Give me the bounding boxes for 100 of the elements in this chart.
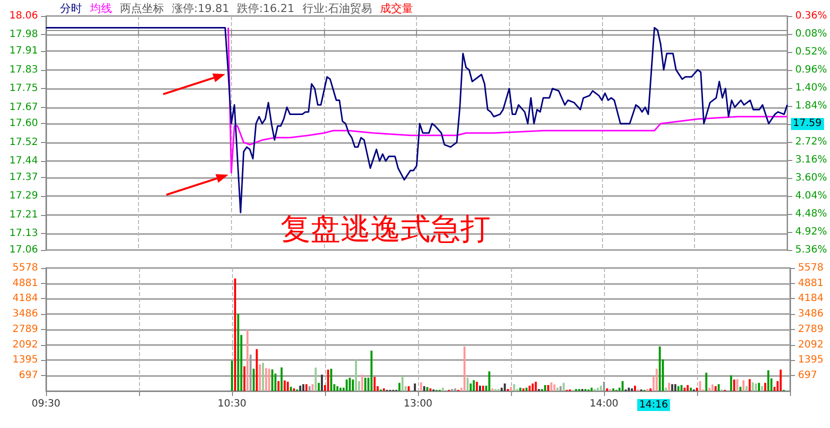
y-tick-label: 17.91 bbox=[9, 46, 38, 57]
bar bbox=[280, 367, 283, 391]
y-tick-label: 2789 bbox=[12, 324, 38, 335]
y2-tick-label: 4.48% bbox=[795, 208, 828, 220]
bar bbox=[730, 375, 732, 391]
bar bbox=[736, 379, 738, 391]
y-tick-label: 17.83 bbox=[9, 64, 38, 76]
bar bbox=[562, 382, 565, 391]
bar bbox=[237, 314, 240, 391]
bar bbox=[423, 386, 426, 391]
bar bbox=[488, 371, 490, 391]
y2-tick-label: 1.40% bbox=[795, 82, 828, 94]
y-tick-label: 5578 bbox=[12, 262, 38, 274]
y2-tick-label: 2789 bbox=[798, 324, 824, 335]
y2-tick-label: 0.96% bbox=[795, 64, 828, 76]
bar bbox=[550, 382, 552, 391]
bar bbox=[500, 388, 503, 391]
bar bbox=[258, 364, 261, 391]
y2-tick-label: 0.52% bbox=[795, 46, 828, 58]
y-tick-label: 17.13 bbox=[9, 228, 38, 240]
bar bbox=[590, 388, 593, 391]
bar bbox=[761, 386, 764, 391]
bar bbox=[246, 330, 248, 391]
bar bbox=[767, 370, 770, 391]
bar bbox=[312, 384, 314, 391]
bar bbox=[748, 379, 751, 391]
series-label: 分时 bbox=[60, 1, 82, 15]
bar bbox=[510, 386, 512, 391]
bar bbox=[479, 386, 481, 391]
bar bbox=[758, 382, 760, 391]
bar bbox=[234, 278, 236, 391]
text: 两点坐标 bbox=[120, 1, 164, 15]
bar bbox=[532, 384, 534, 391]
bar bbox=[665, 388, 667, 391]
y-tick-label: 17.29 bbox=[9, 190, 38, 202]
text: 17.59 bbox=[791, 118, 824, 130]
bar bbox=[708, 388, 710, 391]
y-tick-label: 17.60 bbox=[9, 118, 38, 130]
bar bbox=[290, 386, 292, 391]
x-tick-label: 14:00 bbox=[590, 398, 618, 410]
bar bbox=[472, 380, 475, 391]
bar bbox=[526, 388, 528, 391]
bar bbox=[656, 368, 658, 391]
bar bbox=[606, 388, 608, 391]
bar bbox=[671, 384, 674, 391]
bar bbox=[513, 384, 516, 391]
bar bbox=[420, 382, 422, 391]
bar bbox=[712, 384, 714, 391]
bar bbox=[622, 381, 624, 391]
bar bbox=[454, 388, 456, 391]
y-tick-label: 17.06 bbox=[9, 244, 38, 256]
bar bbox=[364, 378, 366, 391]
bar bbox=[547, 385, 550, 391]
bar bbox=[305, 384, 308, 391]
y-tick-label: 3486 bbox=[12, 308, 38, 320]
bar bbox=[476, 382, 478, 391]
bar bbox=[553, 384, 556, 391]
bar bbox=[674, 384, 676, 391]
bar bbox=[308, 386, 310, 391]
annotation: 复盘逃逸式急打 bbox=[280, 210, 491, 249]
bar bbox=[677, 386, 680, 391]
y2-tick-label: 4184 bbox=[798, 293, 824, 304]
text: 行业:石油贸易 bbox=[302, 1, 372, 15]
bar bbox=[634, 386, 636, 391]
y-tick-label: 18.06 bbox=[9, 10, 38, 22]
bar bbox=[528, 386, 531, 391]
bar bbox=[268, 368, 270, 391]
text: 涨停:19.81 bbox=[172, 1, 230, 15]
x-tick-label: 13:00 bbox=[404, 398, 432, 410]
bar bbox=[330, 368, 332, 391]
bar bbox=[733, 380, 736, 391]
y-tick-label: 4881 bbox=[12, 278, 38, 289]
bar bbox=[318, 382, 320, 391]
y2-tick-label: 0.36% bbox=[795, 10, 828, 22]
bar bbox=[684, 388, 686, 391]
bar bbox=[402, 376, 404, 391]
bar bbox=[544, 385, 546, 391]
bar bbox=[243, 366, 246, 391]
y2-tick-label: 5578 bbox=[798, 262, 824, 274]
y-tick-label: 4184 bbox=[12, 293, 38, 304]
y2-tick-label: 3486 bbox=[798, 308, 824, 320]
bar bbox=[355, 360, 357, 391]
bar bbox=[658, 346, 661, 391]
bar bbox=[466, 378, 469, 391]
bar bbox=[426, 387, 428, 391]
bar bbox=[600, 386, 602, 391]
bar bbox=[346, 380, 348, 391]
x-tick-label: 14:16 bbox=[639, 400, 668, 410]
bar bbox=[764, 382, 766, 391]
line-series bbox=[227, 26, 788, 174]
y2-tick-label: 4.92% bbox=[795, 226, 828, 238]
bar bbox=[596, 388, 599, 391]
bar bbox=[256, 349, 258, 391]
y-tick-label: 697 bbox=[18, 370, 38, 382]
bar bbox=[327, 370, 330, 391]
bar bbox=[252, 368, 255, 391]
bar bbox=[382, 388, 385, 391]
bar bbox=[612, 388, 614, 391]
y2-tick-label: 2.72% bbox=[795, 136, 828, 148]
bar bbox=[265, 368, 268, 391]
